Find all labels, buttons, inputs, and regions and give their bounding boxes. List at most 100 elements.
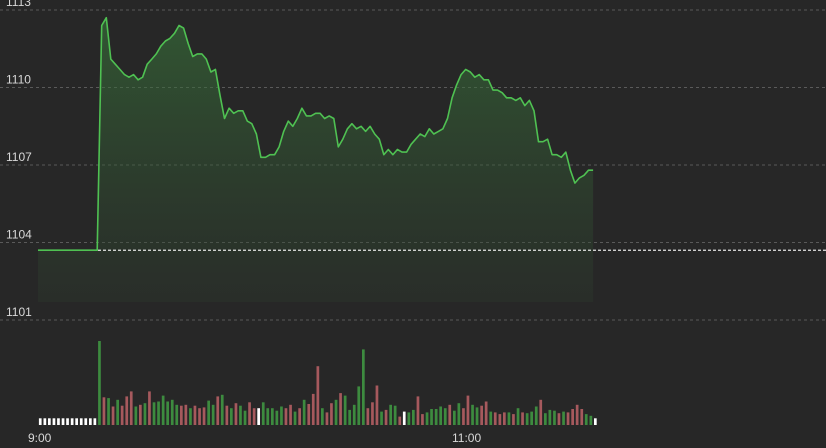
volume-bar [48,418,51,425]
volume-bar [539,399,543,425]
volume-bar [448,404,452,425]
volume-bar [89,418,92,425]
volume-bar [193,405,197,425]
volume-bar [248,402,251,425]
volume-bar [516,408,520,425]
volume-bar [161,395,165,425]
volume-bar [430,409,433,425]
volume-bar [389,404,392,425]
volume-bar [352,404,356,425]
volume-bar [75,418,78,425]
volume-bar [480,405,483,425]
volume-bar [453,410,456,425]
volume-bar [170,399,174,425]
volume-bar [280,406,283,425]
volume-bar [57,418,60,425]
volume-bar [257,408,260,425]
volume-bar [471,404,474,425]
volume-bar [102,397,106,425]
volume-bar [434,409,438,425]
price-area [38,17,594,302]
volume-bar [443,408,447,425]
volume-bar [584,414,588,425]
volume-bar [211,404,215,425]
volume-bar [553,410,556,425]
volume-bar [275,410,279,425]
volume-bar [362,349,365,425]
volume-bar [271,408,274,425]
volume-bar [330,403,333,425]
volume-bar [120,405,124,425]
volume-bar [530,411,533,425]
volume-bar [207,400,210,425]
volume-bar [189,408,192,425]
volume-bar [416,396,420,425]
volume-bar [525,413,529,425]
volume-bar [548,409,552,425]
volume-bar [180,405,183,425]
volume-bar [234,403,238,425]
volume-bar [289,404,292,425]
volume-bar [293,411,297,425]
volume-bar [116,399,119,425]
y-tick-label-1104: 1104 [6,228,32,242]
volume-bar [225,405,229,425]
volume-bar [457,403,461,425]
volume-bar [325,412,329,425]
volume-bar [594,418,597,425]
volume-bar [544,413,547,425]
volume-bar [198,408,201,425]
volume-bar [166,401,169,425]
volume-bar [111,406,115,425]
volume-bar [348,409,351,425]
volume-bar [412,409,415,425]
volume-bar [375,385,379,425]
volume-bar [421,414,424,425]
volume-bar [507,412,511,425]
volume-bar [402,411,406,425]
volume-bar [398,416,402,425]
volume-bar [566,412,570,425]
volume-bar [220,394,224,425]
volume-bar [534,406,538,425]
volume-bar [311,393,315,425]
volume-bar [571,409,574,425]
volume-bar [148,391,151,425]
volume-bar [66,418,69,425]
volume-bar [439,406,442,425]
volume-bar [475,407,479,425]
volume-bar [129,391,133,425]
volume-bar [466,395,470,425]
y-tick-label-1113: 1113 [6,0,31,9]
volume-bar [202,407,206,425]
volume-bar [484,401,488,425]
volume-bar [493,412,497,425]
volume-bar [462,408,465,425]
volume-bar [380,411,383,425]
volume-bar [575,404,579,425]
volume-bar [152,402,156,425]
volume-bar [321,408,324,425]
volume-bar [261,402,265,425]
volume-bar [61,418,65,425]
volume-bar [316,366,320,425]
volume-bar [52,418,56,425]
volume-bar [184,404,188,425]
volume-bar [339,393,342,425]
price-line [38,16,594,251]
volume-bar [284,408,288,425]
volume-bar [70,418,74,425]
volume-bar [498,414,502,425]
volume-bar [79,418,83,425]
volume-bar [307,404,311,425]
y-tick-label-1107: 1107 [6,150,32,164]
volume-bar [334,399,338,425]
x-tick-label-0: 9:00 [28,431,52,445]
volume-bar [562,411,565,425]
x-tick-label-1: 11:00 [452,431,481,445]
volume-bar [84,418,88,425]
volume-bar [239,405,242,425]
y-tick-label-1110: 1110 [6,73,31,87]
volume-bar [98,341,101,425]
